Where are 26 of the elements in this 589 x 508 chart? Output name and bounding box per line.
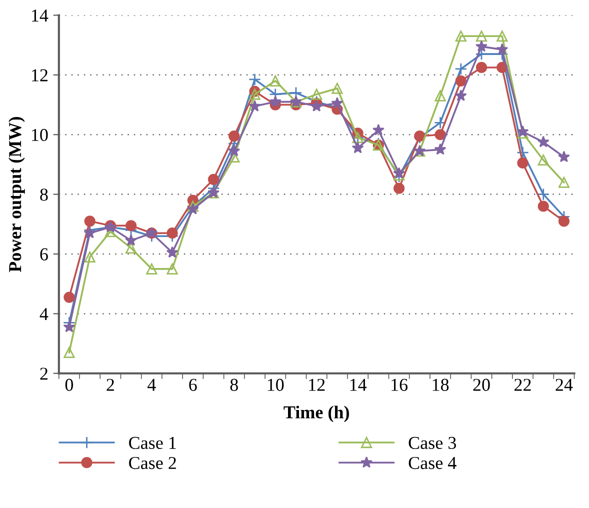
x-tick-label: 8 xyxy=(230,378,238,391)
x-tick-label: 12 xyxy=(309,378,325,391)
y-tick-label: 14 xyxy=(32,10,48,22)
x-axis-title: Time (h) xyxy=(284,406,349,422)
y-tick-label: 10 xyxy=(32,128,48,142)
x-tick-label: 10 xyxy=(268,378,284,391)
x-tick-label: 22 xyxy=(514,378,531,391)
x-tick-label: 18 xyxy=(432,378,449,391)
x-tick-label: 16 xyxy=(392,378,408,391)
y-tick-label: 8 xyxy=(40,188,48,201)
legend-label: Case 2 xyxy=(129,456,176,470)
x-tick-label: 0 xyxy=(65,378,74,391)
x-tick-label: 4 xyxy=(148,378,156,391)
x-tick-label: 14 xyxy=(350,378,367,391)
legend-label: Case 3 xyxy=(408,436,456,450)
y-tick-label: 6 xyxy=(40,248,48,260)
legend-label: Case 4 xyxy=(408,456,456,470)
y-tick-label: 2 xyxy=(40,368,48,380)
x-tick-label: 20 xyxy=(473,378,490,391)
x-tick-label: 6 xyxy=(189,378,197,391)
y-axis-title: Power output (MW) xyxy=(8,117,25,272)
x-tick-label: 24 xyxy=(556,378,573,391)
y-tick-label: 12 xyxy=(32,69,48,82)
x-tick-label: 2 xyxy=(106,378,114,391)
legend-label: Case 1 xyxy=(129,436,176,450)
y-tick-label: 4 xyxy=(40,308,48,320)
